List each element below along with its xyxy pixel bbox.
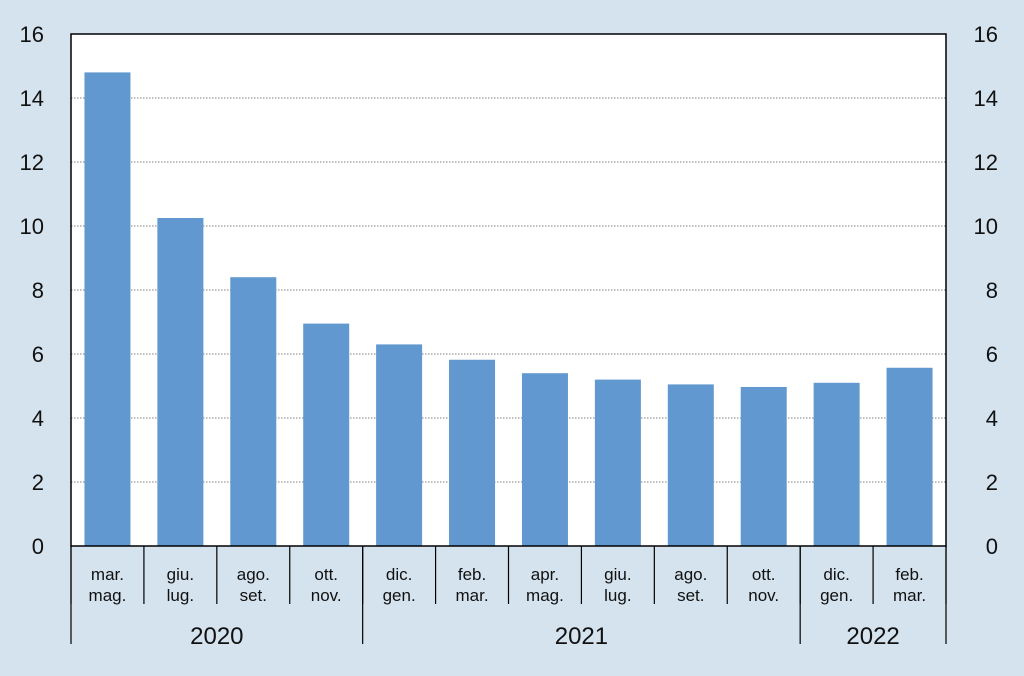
y-tick-label-right: 16 [974, 22, 998, 47]
category-label-line1: feb. [895, 565, 923, 584]
y-tick-label-left: 4 [32, 406, 44, 431]
y-tick-label-right: 10 [974, 214, 998, 239]
category-label-line2: gen. [383, 586, 416, 605]
category-label-line1: ott. [752, 565, 776, 584]
category-label-line1: giu. [604, 565, 631, 584]
category-label-line1: giu. [167, 565, 194, 584]
year-label: 2021 [555, 623, 608, 650]
category-label-line2: set. [240, 586, 267, 605]
y-tick-label-left: 14 [20, 86, 44, 111]
category-label-line2: gen. [820, 586, 853, 605]
y-tick-label-left: 2 [32, 470, 44, 495]
bar [376, 344, 423, 546]
bar [740, 386, 787, 546]
category-label-line1: mar. [91, 565, 124, 584]
category-label-line1: apr. [531, 565, 559, 584]
bar [303, 323, 350, 546]
year-label: 2022 [846, 623, 899, 650]
category-label-line1: ago. [674, 565, 707, 584]
bar [521, 373, 568, 546]
y-tick-label-right: 0 [986, 534, 998, 559]
y-tick-label-left: 8 [32, 278, 44, 303]
y-tick-label-left: 6 [32, 342, 44, 367]
year-label: 2020 [190, 623, 243, 650]
category-label-line2: mar. [893, 586, 926, 605]
bar [594, 379, 641, 546]
category-label-line1: ago. [237, 565, 270, 584]
y-tick-label-right: 14 [974, 86, 998, 111]
category-label-line1: feb. [458, 565, 486, 584]
y-tick-label-right: 6 [986, 342, 998, 367]
category-label-line2: lug. [604, 586, 631, 605]
bar [230, 277, 277, 546]
category-label-line2: lug. [167, 586, 194, 605]
category-label-line1: dic. [386, 565, 412, 584]
y-tick-label-right: 8 [986, 278, 998, 303]
category-label-line2: mag. [526, 586, 564, 605]
category-label-line2: mag. [89, 586, 127, 605]
bar [84, 72, 131, 547]
bar [813, 382, 860, 546]
category-label-line2: set. [677, 586, 704, 605]
bar [886, 367, 933, 546]
category-label-line1: dic. [823, 565, 849, 584]
bar [667, 384, 714, 546]
bar [449, 359, 496, 546]
y-tick-label-right: 4 [986, 406, 998, 431]
y-tick-label-left: 10 [20, 214, 44, 239]
category-label-line2: mar. [456, 586, 489, 605]
y-tick-label-right: 12 [974, 150, 998, 175]
y-tick-label-left: 16 [20, 22, 44, 47]
y-tick-label-right: 2 [986, 470, 998, 495]
y-tick-label-left: 0 [32, 534, 44, 559]
category-label-line2: nov. [748, 586, 779, 605]
category-label-line2: nov. [311, 586, 342, 605]
category-label-line1: ott. [314, 565, 338, 584]
y-tick-label-left: 12 [20, 150, 44, 175]
bar [157, 218, 204, 546]
